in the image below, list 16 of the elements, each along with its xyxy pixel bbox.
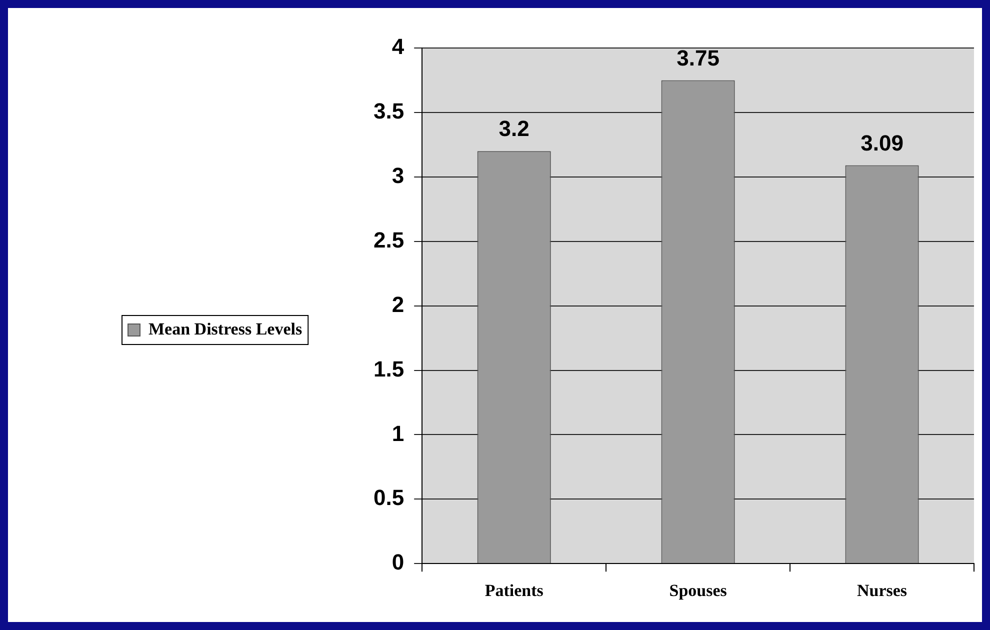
x-tick-label: Patients: [484, 581, 544, 600]
data-label: 3.2: [498, 116, 530, 142]
x-tick-label: Spouses: [669, 581, 728, 600]
y-tick-label: 2: [392, 292, 404, 317]
y-tick-label: 2.5: [374, 227, 404, 252]
y-tick-label: 0: [392, 550, 404, 575]
y-tick-label: 1: [392, 420, 404, 446]
data-label: 3.75: [676, 45, 720, 70]
y-tick-label: 3: [392, 162, 404, 188]
x-tick-label: Nurses: [856, 581, 908, 600]
legend-label: Mean Distress Levels: [148, 319, 302, 338]
y-tick-label: 3.5: [374, 98, 404, 124]
y-tick-label: 1.5: [374, 356, 404, 382]
y-tick-label: 4: [392, 34, 405, 60]
data-label: 3.09: [860, 130, 904, 156]
y-tick-label: 0.5: [374, 485, 404, 510]
